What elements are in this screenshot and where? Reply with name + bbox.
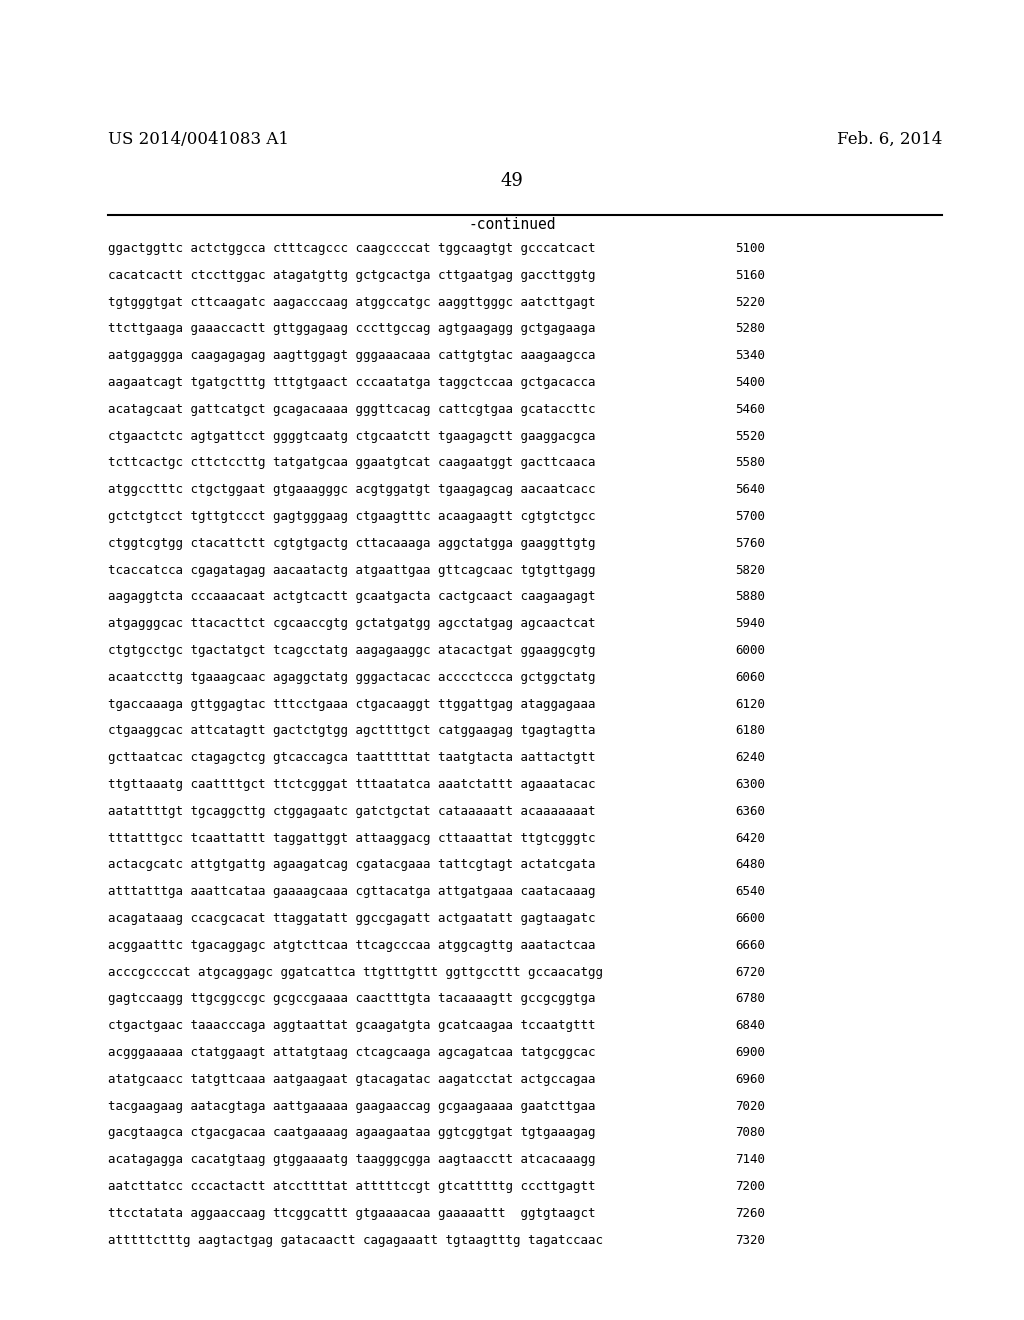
Text: 5460: 5460: [735, 403, 765, 416]
Text: cacatcactt ctccttggac atagatgttg gctgcactga cttgaatgag gaccttggtg: cacatcactt ctccttggac atagatgttg gctgcac…: [108, 269, 596, 281]
Text: aatcttatcc cccactactt atccttttat atttttccgt gtcatttttg cccttgagtt: aatcttatcc cccactactt atccttttat atttttc…: [108, 1180, 596, 1193]
Text: 7260: 7260: [735, 1206, 765, 1220]
Text: 5520: 5520: [735, 429, 765, 442]
Text: 7080: 7080: [735, 1126, 765, 1139]
Text: US 2014/0041083 A1: US 2014/0041083 A1: [108, 131, 289, 148]
Text: acgggaaaaa ctatggaagt attatgtaag ctcagcaaga agcagatcaa tatgcggcac: acgggaaaaa ctatggaagt attatgtaag ctcagca…: [108, 1045, 596, 1059]
Text: tttatttgcc tcaattattt taggattggt attaaggacg cttaaattat ttgtcgggtc: tttatttgcc tcaattattt taggattggt attaagg…: [108, 832, 596, 845]
Text: ctgtgcctgc tgactatgct tcagcctatg aagagaaggc atacactgat ggaaggcgtg: ctgtgcctgc tgactatgct tcagcctatg aagagaa…: [108, 644, 596, 657]
Text: gacgtaagca ctgacgacaa caatgaaaag agaagaataa ggtcggtgat tgtgaaagag: gacgtaagca ctgacgacaa caatgaaaag agaagaa…: [108, 1126, 596, 1139]
Text: 5820: 5820: [735, 564, 765, 577]
Text: acccgccccat atgcaggagc ggatcattca ttgtttgttt ggttgccttt gccaacatgg: acccgccccat atgcaggagc ggatcattca ttgttt…: [108, 966, 603, 978]
Text: 5700: 5700: [735, 510, 765, 523]
Text: 5100: 5100: [735, 242, 765, 255]
Text: 5280: 5280: [735, 322, 765, 335]
Text: atgagggcac ttacacttct cgcaaccgtg gctatgatgg agcctatgag agcaactcat: atgagggcac ttacacttct cgcaaccgtg gctatga…: [108, 618, 596, 630]
Text: acaatccttg tgaaagcaac agaggctatg gggactacac acccctccca gctggctatg: acaatccttg tgaaagcaac agaggctatg gggacta…: [108, 671, 596, 684]
Text: aagaatcagt tgatgctttg tttgtgaact cccaatatga taggctccaa gctgacacca: aagaatcagt tgatgctttg tttgtgaact cccaata…: [108, 376, 596, 389]
Text: 5220: 5220: [735, 296, 765, 309]
Text: ttcctatata aggaaccaag ttcggcattt gtgaaaacaa gaaaaattt  ggtgtaagct: ttcctatata aggaaccaag ttcggcattt gtgaaaa…: [108, 1206, 596, 1220]
Text: 5340: 5340: [735, 350, 765, 362]
Text: 6120: 6120: [735, 697, 765, 710]
Text: 6240: 6240: [735, 751, 765, 764]
Text: 5940: 5940: [735, 618, 765, 630]
Text: gagtccaagg ttgcggccgc gcgccgaaaa caactttgta tacaaaagtt gccgcggtga: gagtccaagg ttgcggccgc gcgccgaaaa caacttt…: [108, 993, 596, 1006]
Text: 7140: 7140: [735, 1154, 765, 1166]
Text: 6060: 6060: [735, 671, 765, 684]
Text: 5160: 5160: [735, 269, 765, 281]
Text: tgtgggtgat cttcaagatc aagacccaag atggccatgc aaggttgggc aatcttgagt: tgtgggtgat cttcaagatc aagacccaag atggcca…: [108, 296, 596, 309]
Text: ctgactgaac taaacccaga aggtaattat gcaagatgta gcatcaagaa tccaatgttt: ctgactgaac taaacccaga aggtaattat gcaagat…: [108, 1019, 596, 1032]
Text: 7020: 7020: [735, 1100, 765, 1113]
Text: tacgaagaag aatacgtaga aattgaaaaa gaagaaccag gcgaagaaaa gaatcttgaa: tacgaagaag aatacgtaga aattgaaaaa gaagaac…: [108, 1100, 596, 1113]
Text: 5640: 5640: [735, 483, 765, 496]
Text: ggactggttc actctggcca ctttcagccc caagccccat tggcaagtgt gcccatcact: ggactggttc actctggcca ctttcagccc caagccc…: [108, 242, 596, 255]
Text: 5400: 5400: [735, 376, 765, 389]
Text: ttcttgaaga gaaaccactt gttggagaag cccttgccag agtgaagagg gctgagaaga: ttcttgaaga gaaaccactt gttggagaag cccttgc…: [108, 322, 596, 335]
Text: 6180: 6180: [735, 725, 765, 738]
Text: tgaccaaaga gttggagtac tttcctgaaa ctgacaaggt ttggattgag ataggagaaa: tgaccaaaga gttggagtac tttcctgaaa ctgacaa…: [108, 697, 596, 710]
Text: Feb. 6, 2014: Feb. 6, 2014: [837, 131, 942, 148]
Text: acatagagga cacatgtaag gtggaaaatg taagggcgga aagtaacctt atcacaaagg: acatagagga cacatgtaag gtggaaaatg taagggc…: [108, 1154, 596, 1166]
Text: 6420: 6420: [735, 832, 765, 845]
Text: 6000: 6000: [735, 644, 765, 657]
Text: tcttcactgc cttctccttg tatgatgcaa ggaatgtcat caagaatggt gacttcaaca: tcttcactgc cttctccttg tatgatgcaa ggaatgt…: [108, 457, 596, 470]
Text: atttatttga aaattcataa gaaaagcaaa cgttacatga attgatgaaa caatacaaag: atttatttga aaattcataa gaaaagcaaa cgttaca…: [108, 886, 596, 898]
Text: 6840: 6840: [735, 1019, 765, 1032]
Text: 6780: 6780: [735, 993, 765, 1006]
Text: 5760: 5760: [735, 537, 765, 550]
Text: aagaggtcta cccaaacaat actgtcactt gcaatgacta cactgcaact caagaagagt: aagaggtcta cccaaacaat actgtcactt gcaatga…: [108, 590, 596, 603]
Text: gcttaatcac ctagagctcg gtcaccagca taatttttat taatgtacta aattactgtt: gcttaatcac ctagagctcg gtcaccagca taatttt…: [108, 751, 596, 764]
Text: 7320: 7320: [735, 1234, 765, 1246]
Text: atatgcaacc tatgttcaaa aatgaagaat gtacagatac aagatcctat actgccagaa: atatgcaacc tatgttcaaa aatgaagaat gtacaga…: [108, 1073, 596, 1086]
Text: ttgttaaatg caattttgct ttctcgggat tttaatatca aaatctattt agaaatacac: ttgttaaatg caattttgct ttctcgggat tttaata…: [108, 777, 596, 791]
Text: 6360: 6360: [735, 805, 765, 818]
Text: ctgaaggcac attcatagtt gactctgtgg agcttttgct catggaagag tgagtagtta: ctgaaggcac attcatagtt gactctgtgg agctttt…: [108, 725, 596, 738]
Text: ctgaactctc agtgattcct ggggtcaatg ctgcaatctt tgaagagctt gaaggacgca: ctgaactctc agtgattcct ggggtcaatg ctgcaat…: [108, 429, 596, 442]
Text: atggcctttc ctgctggaat gtgaaagggc acgtggatgt tgaagagcag aacaatcacc: atggcctttc ctgctggaat gtgaaagggc acgtgga…: [108, 483, 596, 496]
Text: atttttctttg aagtactgag gatacaactt cagagaaatt tgtaagtttg tagatccaac: atttttctttg aagtactgag gatacaactt cagaga…: [108, 1234, 603, 1246]
Text: -continued: -continued: [468, 216, 556, 232]
Text: ctggtcgtgg ctacattctt cgtgtgactg cttacaaaga aggctatgga gaaggttgtg: ctggtcgtgg ctacattctt cgtgtgactg cttacaa…: [108, 537, 596, 550]
Text: gctctgtcct tgttgtccct gagtgggaag ctgaagtttc acaagaagtt cgtgtctgcc: gctctgtcct tgttgtccct gagtgggaag ctgaagt…: [108, 510, 596, 523]
Text: 6660: 6660: [735, 939, 765, 952]
Text: 5580: 5580: [735, 457, 765, 470]
Text: 6300: 6300: [735, 777, 765, 791]
Text: actacgcatc attgtgattg agaagatcag cgatacgaaa tattcgtagt actatcgata: actacgcatc attgtgattg agaagatcag cgatacg…: [108, 858, 596, 871]
Text: 49: 49: [501, 172, 523, 190]
Text: 6720: 6720: [735, 966, 765, 978]
Text: 7200: 7200: [735, 1180, 765, 1193]
Text: 6900: 6900: [735, 1045, 765, 1059]
Text: aatggaggga caagagagag aagttggagt gggaaacaaa cattgtgtac aaagaagcca: aatggaggga caagagagag aagttggagt gggaaac…: [108, 350, 596, 362]
Text: tcaccatcca cgagatagag aacaatactg atgaattgaa gttcagcaac tgtgttgagg: tcaccatcca cgagatagag aacaatactg atgaatt…: [108, 564, 596, 577]
Text: 6540: 6540: [735, 886, 765, 898]
Text: 6960: 6960: [735, 1073, 765, 1086]
Text: aatattttgt tgcaggcttg ctggagaatc gatctgctat cataaaaatt acaaaaaaat: aatattttgt tgcaggcttg ctggagaatc gatctgc…: [108, 805, 596, 818]
Text: 6600: 6600: [735, 912, 765, 925]
Text: acggaatttc tgacaggagc atgtcttcaa ttcagcccaa atggcagttg aaatactcaa: acggaatttc tgacaggagc atgtcttcaa ttcagcc…: [108, 939, 596, 952]
Text: 6480: 6480: [735, 858, 765, 871]
Text: acagataaag ccacgcacat ttaggatatt ggccgagatt actgaatatt gagtaagatc: acagataaag ccacgcacat ttaggatatt ggccgag…: [108, 912, 596, 925]
Text: acatagcaat gattcatgct gcagacaaaa gggttcacag cattcgtgaa gcataccttc: acatagcaat gattcatgct gcagacaaaa gggttca…: [108, 403, 596, 416]
Text: 5880: 5880: [735, 590, 765, 603]
